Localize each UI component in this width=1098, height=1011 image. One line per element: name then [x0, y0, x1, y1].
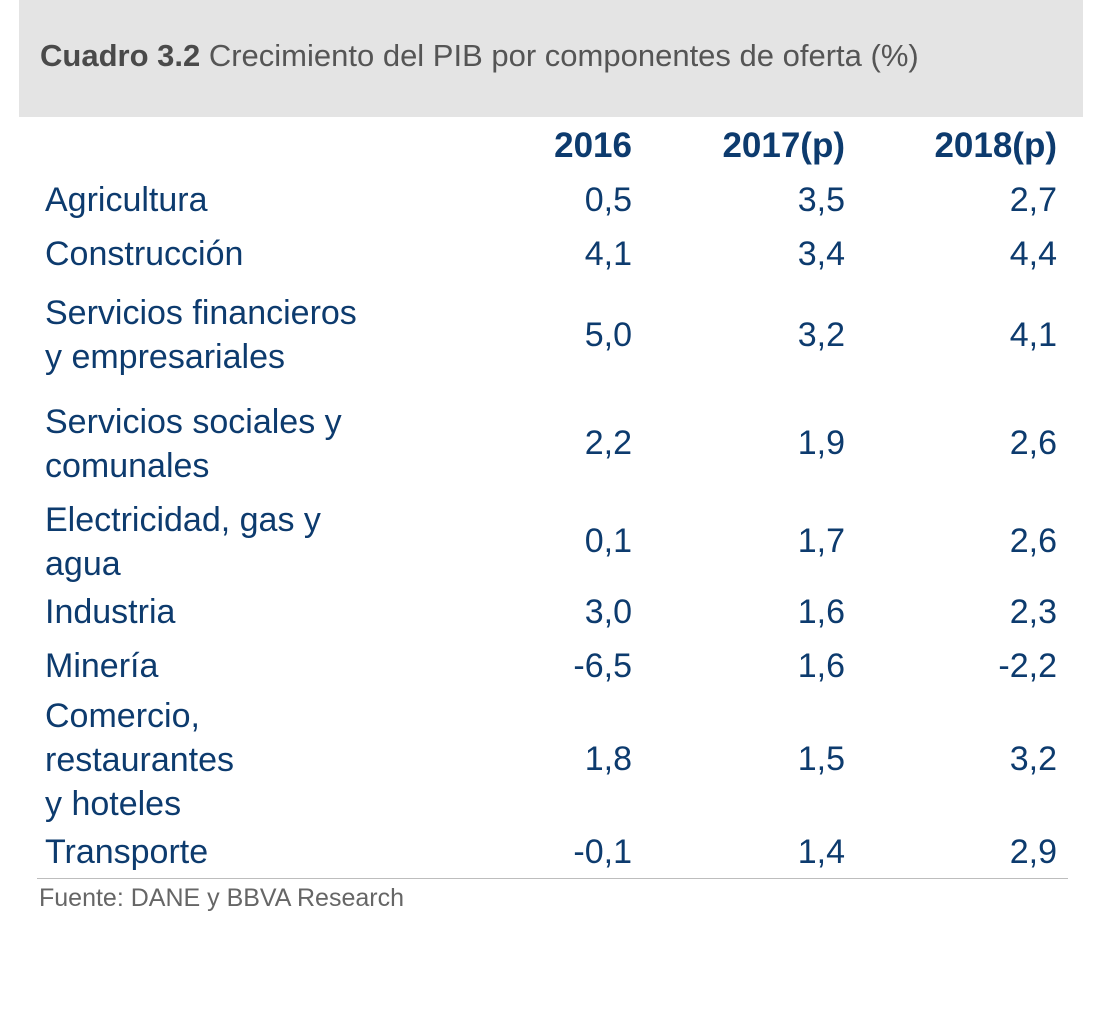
value-2016: 1,8 — [584, 740, 632, 778]
column-header-2018: 2018(p) — [934, 126, 1057, 165]
table-caption: Crecimiento del PIB por componentes de o… — [200, 38, 919, 73]
table-number: Cuadro 3.2 — [40, 38, 201, 73]
value-2016: -0,1 — [573, 833, 632, 871]
value-2017: 3,4 — [797, 235, 845, 273]
value-2018: -2,2 — [998, 647, 1057, 685]
value-2017: 1,5 — [797, 740, 845, 778]
row-label: Servicios financieros y empresariales — [45, 294, 357, 376]
row-label: Construcción — [45, 235, 244, 273]
value-2017: 1,6 — [797, 593, 845, 631]
table-title: Cuadro 3.2 Crecimiento del PIB por compo… — [40, 38, 919, 74]
row-label: Comercio, restaurantes y hoteles — [45, 697, 234, 823]
value-2017: 3,5 — [797, 181, 845, 219]
value-2016: 0,5 — [584, 181, 632, 219]
value-2016: 5,0 — [584, 316, 632, 354]
value-2018: 2,6 — [1009, 424, 1057, 462]
row-label: Minería — [45, 647, 159, 685]
value-2018: 3,2 — [1009, 740, 1057, 778]
row-label: Industria — [45, 593, 176, 631]
value-2018: 4,1 — [1009, 316, 1057, 354]
table-header-band: Cuadro 3.2 Crecimiento del PIB por compo… — [19, 0, 1083, 117]
row-label: Electricidad, gas y agua — [45, 501, 321, 583]
row-label: Servicios sociales y comunales — [45, 403, 342, 485]
value-2017: 3,2 — [797, 316, 845, 354]
row-label: Transporte — [45, 833, 209, 871]
value-2016: -6,5 — [573, 647, 632, 685]
value-2016: 4,1 — [584, 235, 632, 273]
value-2016: 0,1 — [584, 522, 632, 560]
value-2017: 1,7 — [797, 522, 845, 560]
value-2018: 2,3 — [1009, 593, 1057, 631]
value-2018: 2,7 — [1009, 181, 1057, 219]
value-2017: 1,4 — [797, 833, 845, 871]
value-2016: 2,2 — [584, 424, 632, 462]
value-2016: 3,0 — [584, 593, 632, 631]
column-header-2016: 2016 — [554, 126, 632, 165]
value-2018: 2,9 — [1009, 833, 1057, 871]
row-label: Agricultura — [45, 181, 208, 219]
column-header-2017: 2017(p) — [722, 126, 845, 165]
value-2018: 2,6 — [1009, 522, 1057, 560]
table-bottom-rule — [37, 878, 1068, 879]
value-2018: 4,4 — [1009, 235, 1057, 273]
source-note: Fuente: DANE y BBVA Research — [39, 884, 404, 912]
value-2017: 1,6 — [797, 647, 845, 685]
value-2017: 1,9 — [797, 424, 845, 462]
